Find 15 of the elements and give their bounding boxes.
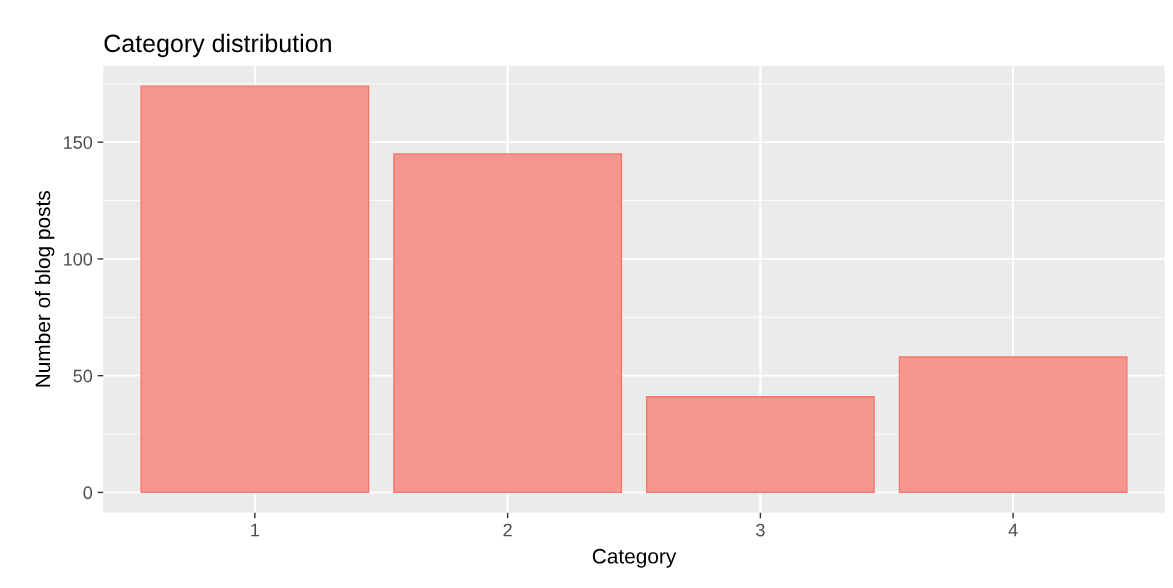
- bar: [393, 153, 623, 494]
- bar: [645, 396, 875, 494]
- x-tick-label: 4: [1008, 523, 1018, 537]
- chart-title: Category distribution: [104, 33, 331, 58]
- y-axis-title: Number of blog posts: [34, 191, 55, 387]
- y-tick-label: 150: [64, 136, 93, 149]
- y-tick-label: 0: [83, 486, 93, 500]
- bar: [140, 85, 370, 494]
- x-tick-label: 3: [756, 523, 765, 537]
- bar: [898, 356, 1128, 494]
- x-tick-label: 2: [503, 523, 512, 537]
- x-axis-title: Category: [592, 548, 677, 568]
- y-tick-label: 100: [64, 252, 93, 266]
- y-tick-label: 50: [73, 369, 93, 383]
- x-tick-label: 1: [251, 523, 260, 537]
